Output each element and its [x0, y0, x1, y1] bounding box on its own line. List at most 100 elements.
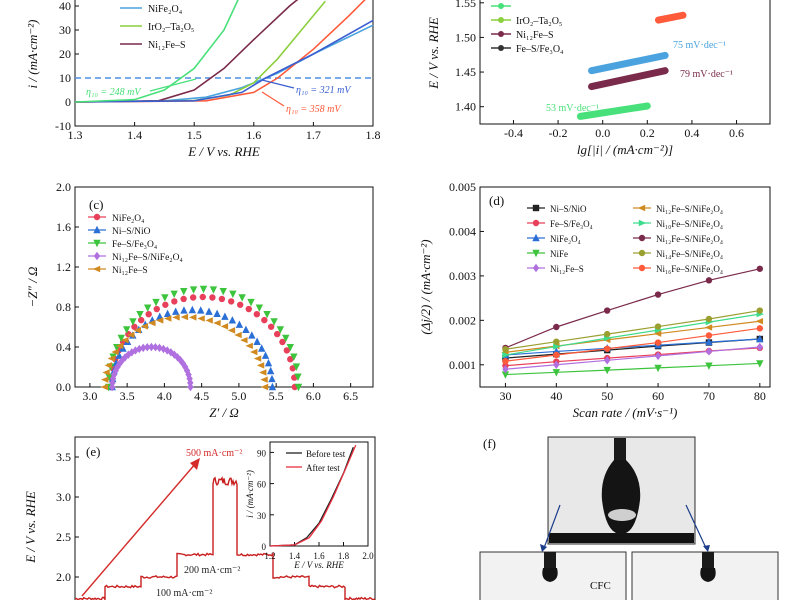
y-tick-label: 0.003 — [449, 269, 476, 283]
nyquist-point — [163, 309, 172, 317]
cdl-point — [552, 369, 561, 377]
nyquist-point — [213, 309, 221, 317]
lsv-curve-3 — [74, 0, 366, 103]
tafel-line-1 — [588, 67, 669, 91]
nyquist-point — [102, 369, 110, 376]
cdl-point — [705, 315, 713, 323]
legend-marker — [93, 213, 101, 221]
nyquist-point — [109, 374, 117, 383]
nyquist-point — [221, 312, 229, 320]
cdl-point — [501, 371, 510, 379]
x-tick-label: 50 — [601, 389, 613, 403]
legend-label: Ni₁₀Fe–S/NiFe₂O₄ — [656, 219, 723, 229]
cdl-point — [756, 307, 764, 314]
nyquist-point — [268, 382, 277, 391]
cdl-point — [653, 330, 662, 337]
y-tick-label: 0.002 — [449, 313, 476, 327]
panel-c: 3.0 3.5 4.0 4.5 5.0 5.5 6.0 6.5 0.0 0.4 0.8 1.2 1.6 2… — [25, 180, 374, 420]
nyquist-point — [115, 342, 124, 350]
cdl-series-4 — [502, 342, 764, 374]
x-tick-label: 1.2 — [264, 551, 275, 561]
eta-annotation-2: η₁₀ = 321 mV — [296, 85, 352, 96]
panel-label: (d) — [489, 193, 504, 208]
y-tick-label: 90 — [257, 448, 267, 458]
cdl-point — [553, 338, 560, 345]
nyquist-point — [189, 294, 197, 301]
photo-arrow-right — [685, 504, 707, 549]
nyquist-point — [131, 323, 138, 330]
nyquist-point — [267, 323, 275, 330]
nyquist-point — [255, 304, 264, 312]
cdl-line — [505, 338, 760, 356]
tafel-slope-label: 75 mV·dec⁻¹ — [673, 40, 726, 51]
nyquist-point — [253, 310, 261, 318]
nyquist-point — [250, 348, 258, 356]
substrate — [549, 533, 694, 543]
x-tick-label: -0.2 — [549, 126, 568, 140]
nyquist-point — [104, 362, 112, 369]
nyquist-point — [264, 359, 273, 367]
cdl-series-2 — [501, 334, 764, 359]
x-tick-label: 4.0 — [157, 389, 172, 403]
y-tick-label: 20 — [59, 47, 71, 61]
nyquist-point — [227, 298, 235, 305]
cdl-point — [756, 342, 764, 352]
inset-curve-1 — [269, 444, 357, 547]
nyquist-point — [294, 383, 303, 392]
x-tick-label: 6.0 — [306, 389, 321, 403]
nyquist-point — [140, 323, 149, 330]
cdl-line — [505, 320, 760, 353]
nyquist-point — [143, 304, 152, 312]
nyquist-point — [279, 338, 286, 346]
cdl-point — [603, 366, 611, 375]
nyquist-point — [171, 298, 178, 305]
nyquist-point — [261, 351, 270, 359]
cdl-point — [654, 339, 662, 346]
y-tick-label: 1.45 — [455, 65, 476, 79]
legend-marker — [498, 3, 504, 9]
y-tick-label: 30 — [257, 511, 267, 521]
panel-b: -0.4 -0.2 0.0 0.2 0.4 0.6 1.40 1.45 1.50 1.55 lg[|… — [426, 0, 771, 157]
nyquist-point — [153, 305, 160, 313]
nyquist-point — [144, 343, 151, 352]
nyquist-point — [188, 305, 197, 314]
cdl-point — [502, 365, 509, 374]
x-axis-label: Scan rate / (mV·s⁻¹) — [573, 405, 678, 420]
legend-label: NiFe — [550, 249, 568, 259]
nyquist-point — [235, 320, 244, 328]
y-tick-label: 0.0 — [56, 380, 71, 394]
nyquist-point — [107, 355, 115, 362]
x-tick-label: 0.0 — [595, 126, 610, 140]
y-axis-label: i / (mA·cm⁻²) — [245, 470, 255, 518]
panel-label: (e) — [86, 444, 100, 459]
nyquist-point — [286, 343, 294, 352]
legend-d: Ni–S/NiO Fe–S/Fe₃O₄ NiFe₂O₄ NiFe Ni₁₂Fe–S Ni₁… — [527, 204, 723, 274]
x-tick-label: 0.6 — [729, 126, 744, 140]
cdl-point — [756, 360, 764, 368]
legend-label: Ni₁₂Fe–S/NiFe₂O₄ — [112, 253, 183, 263]
nyquist-point — [220, 323, 229, 330]
nyquist-point — [270, 318, 278, 326]
needle-right — [702, 552, 714, 570]
nyquist-point — [155, 317, 164, 324]
nyquist-point — [186, 374, 193, 383]
nyquist-point — [148, 319, 156, 327]
y-tick-label: 2.0 — [56, 180, 71, 194]
legend-marker — [638, 234, 646, 242]
nyquist-point — [253, 337, 261, 345]
nyquist-point — [180, 306, 188, 314]
legend-marker — [638, 249, 646, 257]
nyquist-point — [238, 294, 246, 302]
x-tick-label: 6.5 — [343, 389, 358, 403]
y-tick-label: 2.5 — [56, 530, 71, 544]
legend-marker — [498, 17, 504, 23]
nyquist-point — [156, 343, 163, 353]
nyquist-point — [276, 326, 285, 334]
legend-label: Ni–S/NiO — [112, 227, 151, 237]
nyquist-point — [248, 331, 256, 339]
nyquist-point — [240, 336, 248, 344]
tafel-line-3 — [654, 11, 687, 24]
y-tick-label: 1.2 — [56, 260, 71, 274]
needle-left — [544, 552, 556, 570]
